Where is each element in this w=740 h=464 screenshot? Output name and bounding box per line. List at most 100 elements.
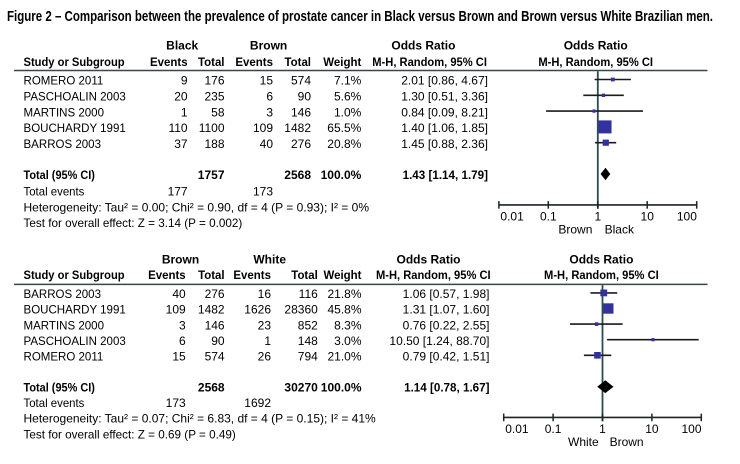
svg-text:1.0%: 1.0% bbox=[334, 105, 362, 119]
svg-text:5.6%: 5.6% bbox=[334, 90, 362, 104]
svg-text:Events: Events bbox=[150, 55, 188, 69]
svg-text:1482: 1482 bbox=[198, 303, 225, 317]
svg-text:Brown: Brown bbox=[610, 435, 644, 449]
svg-text:Heterogeneity: Tau² = 0.00; Ch: Heterogeneity: Tau² = 0.00; Chi² = 0.90,… bbox=[24, 200, 370, 214]
svg-text:Study or Subgroup: Study or Subgroup bbox=[24, 55, 125, 69]
svg-text:MARTINS 2000: MARTINS 2000 bbox=[24, 105, 105, 119]
svg-text:10: 10 bbox=[645, 422, 659, 436]
svg-text:0.01: 0.01 bbox=[505, 422, 529, 436]
svg-text:1100: 1100 bbox=[199, 121, 225, 135]
svg-text:MARTINS 2000: MARTINS 2000 bbox=[24, 318, 105, 332]
svg-text:21.0%: 21.0% bbox=[327, 350, 361, 364]
svg-text:110: 110 bbox=[168, 121, 187, 135]
svg-text:2568: 2568 bbox=[198, 381, 225, 395]
svg-text:15: 15 bbox=[260, 74, 274, 88]
svg-text:1626: 1626 bbox=[244, 303, 271, 317]
svg-text:Total: Total bbox=[198, 55, 225, 69]
svg-text:1.30 [0.51, 3.36]: 1.30 [0.51, 3.36] bbox=[401, 90, 488, 104]
svg-text:37: 37 bbox=[174, 137, 188, 151]
svg-text:276: 276 bbox=[291, 137, 311, 151]
svg-text:Figure 2 – Comparison between: Figure 2 – Comparison between the preval… bbox=[7, 8, 713, 25]
svg-text:20.8%: 20.8% bbox=[327, 137, 361, 151]
svg-text:116: 116 bbox=[299, 287, 318, 301]
svg-text:1: 1 bbox=[599, 422, 606, 436]
svg-text:28360: 28360 bbox=[284, 303, 318, 317]
svg-text:1.43 [1.14, 1.79]: 1.43 [1.14, 1.79] bbox=[403, 168, 488, 182]
svg-text:173: 173 bbox=[253, 185, 273, 199]
svg-text:3: 3 bbox=[266, 105, 273, 119]
svg-text:10.50 [1.24, 88.70]: 10.50 [1.24, 88.70] bbox=[389, 334, 489, 348]
svg-text:Total: Total bbox=[198, 268, 225, 282]
svg-text:Total (95% CI): Total (95% CI) bbox=[24, 168, 95, 182]
svg-text:23: 23 bbox=[258, 318, 272, 332]
svg-text:BARROS 2003: BARROS 2003 bbox=[24, 137, 102, 151]
svg-text:21.8%: 21.8% bbox=[327, 287, 361, 301]
svg-text:148: 148 bbox=[298, 334, 318, 348]
svg-text:794: 794 bbox=[298, 350, 318, 364]
svg-text:1: 1 bbox=[264, 334, 271, 348]
svg-text:Test for overall effect: Z = 0: Test for overall effect: Z = 0.69 (P = 0… bbox=[24, 427, 236, 441]
svg-text:Weight: Weight bbox=[324, 268, 362, 282]
svg-text:Total (95% CI): Total (95% CI) bbox=[24, 381, 95, 395]
svg-text:40: 40 bbox=[172, 287, 186, 301]
svg-text:Odds Ratio: Odds Ratio bbox=[569, 253, 633, 267]
svg-text:M-H, Random, 95% CI: M-H, Random, 95% CI bbox=[372, 55, 487, 69]
svg-text:0.79 [0.42, 1.51]: 0.79 [0.42, 1.51] bbox=[403, 350, 490, 364]
svg-text:1757: 1757 bbox=[198, 168, 225, 182]
svg-text:90: 90 bbox=[298, 90, 312, 104]
svg-text:0.84 [0.09, 8.21]: 0.84 [0.09, 8.21] bbox=[401, 105, 488, 119]
svg-text:16: 16 bbox=[258, 287, 272, 301]
svg-text:PASCHOALIN 2003: PASCHOALIN 2003 bbox=[24, 334, 127, 348]
svg-text:1482: 1482 bbox=[284, 121, 311, 135]
svg-text:White: White bbox=[568, 435, 599, 449]
svg-text:Events: Events bbox=[233, 268, 271, 282]
svg-text:100: 100 bbox=[677, 209, 697, 223]
svg-text:1.31 [1.07, 1.60]: 1.31 [1.07, 1.60] bbox=[403, 303, 490, 317]
svg-text:BARROS 2003: BARROS 2003 bbox=[24, 287, 102, 301]
svg-text:M-H, Random, 95% CI: M-H, Random, 95% CI bbox=[376, 268, 491, 282]
svg-text:100.0%: 100.0% bbox=[321, 168, 362, 182]
svg-text:PASCHOALIN 2003: PASCHOALIN 2003 bbox=[24, 90, 127, 104]
svg-text:188: 188 bbox=[204, 137, 224, 151]
svg-text:6: 6 bbox=[179, 334, 186, 348]
svg-text:176: 176 bbox=[204, 74, 224, 88]
svg-text:58: 58 bbox=[211, 105, 225, 119]
svg-text:15: 15 bbox=[172, 350, 186, 364]
svg-text:574: 574 bbox=[291, 74, 311, 88]
svg-text:White: White bbox=[253, 253, 286, 267]
svg-text:Black: Black bbox=[605, 222, 635, 236]
svg-text:1: 1 bbox=[594, 209, 601, 223]
svg-text:Study or Subgroup: Study or Subgroup bbox=[24, 268, 125, 282]
svg-text:40: 40 bbox=[260, 137, 274, 151]
svg-text:3.0%: 3.0% bbox=[334, 334, 362, 348]
svg-text:Odds Ratio: Odds Ratio bbox=[391, 39, 455, 53]
svg-text:235: 235 bbox=[204, 90, 224, 104]
svg-text:Weight: Weight bbox=[323, 55, 361, 69]
svg-text:1.14 [0.78, 1.67]: 1.14 [0.78, 1.67] bbox=[404, 381, 489, 395]
svg-text:Total: Total bbox=[285, 55, 312, 69]
svg-text:Brown: Brown bbox=[558, 222, 592, 236]
svg-text:100: 100 bbox=[681, 422, 701, 436]
svg-text:Brown: Brown bbox=[250, 39, 287, 53]
svg-text:1692: 1692 bbox=[244, 396, 271, 410]
svg-text:30270: 30270 bbox=[284, 381, 318, 395]
svg-text:Odds Ratio: Odds Ratio bbox=[396, 253, 460, 267]
svg-text:0.76 [0.22, 2.55]: 0.76 [0.22, 2.55] bbox=[403, 318, 490, 332]
svg-text:Odds Ratio: Odds Ratio bbox=[564, 39, 628, 53]
svg-text:109: 109 bbox=[253, 121, 273, 135]
svg-text:173: 173 bbox=[166, 396, 186, 410]
svg-text:BOUCHARDY 1991: BOUCHARDY 1991 bbox=[24, 303, 127, 317]
svg-text:8.3%: 8.3% bbox=[334, 318, 362, 332]
svg-text:0.1: 0.1 bbox=[540, 209, 557, 223]
svg-text:Brown: Brown bbox=[162, 253, 199, 267]
svg-text:0.1: 0.1 bbox=[545, 422, 562, 436]
svg-text:Test for overall effect: Z = 3: Test for overall effect: Z = 3.14 (P = 0… bbox=[24, 216, 243, 230]
svg-text:BOUCHARDY 1991: BOUCHARDY 1991 bbox=[24, 121, 127, 135]
svg-text:90: 90 bbox=[211, 334, 225, 348]
svg-text:0.01: 0.01 bbox=[500, 209, 524, 223]
svg-text:20: 20 bbox=[174, 90, 188, 104]
svg-text:ROMERO 2011: ROMERO 2011 bbox=[24, 74, 104, 88]
svg-text:10: 10 bbox=[641, 209, 655, 223]
svg-text:45.8%: 45.8% bbox=[327, 303, 361, 317]
svg-text:65.5%: 65.5% bbox=[327, 121, 361, 135]
